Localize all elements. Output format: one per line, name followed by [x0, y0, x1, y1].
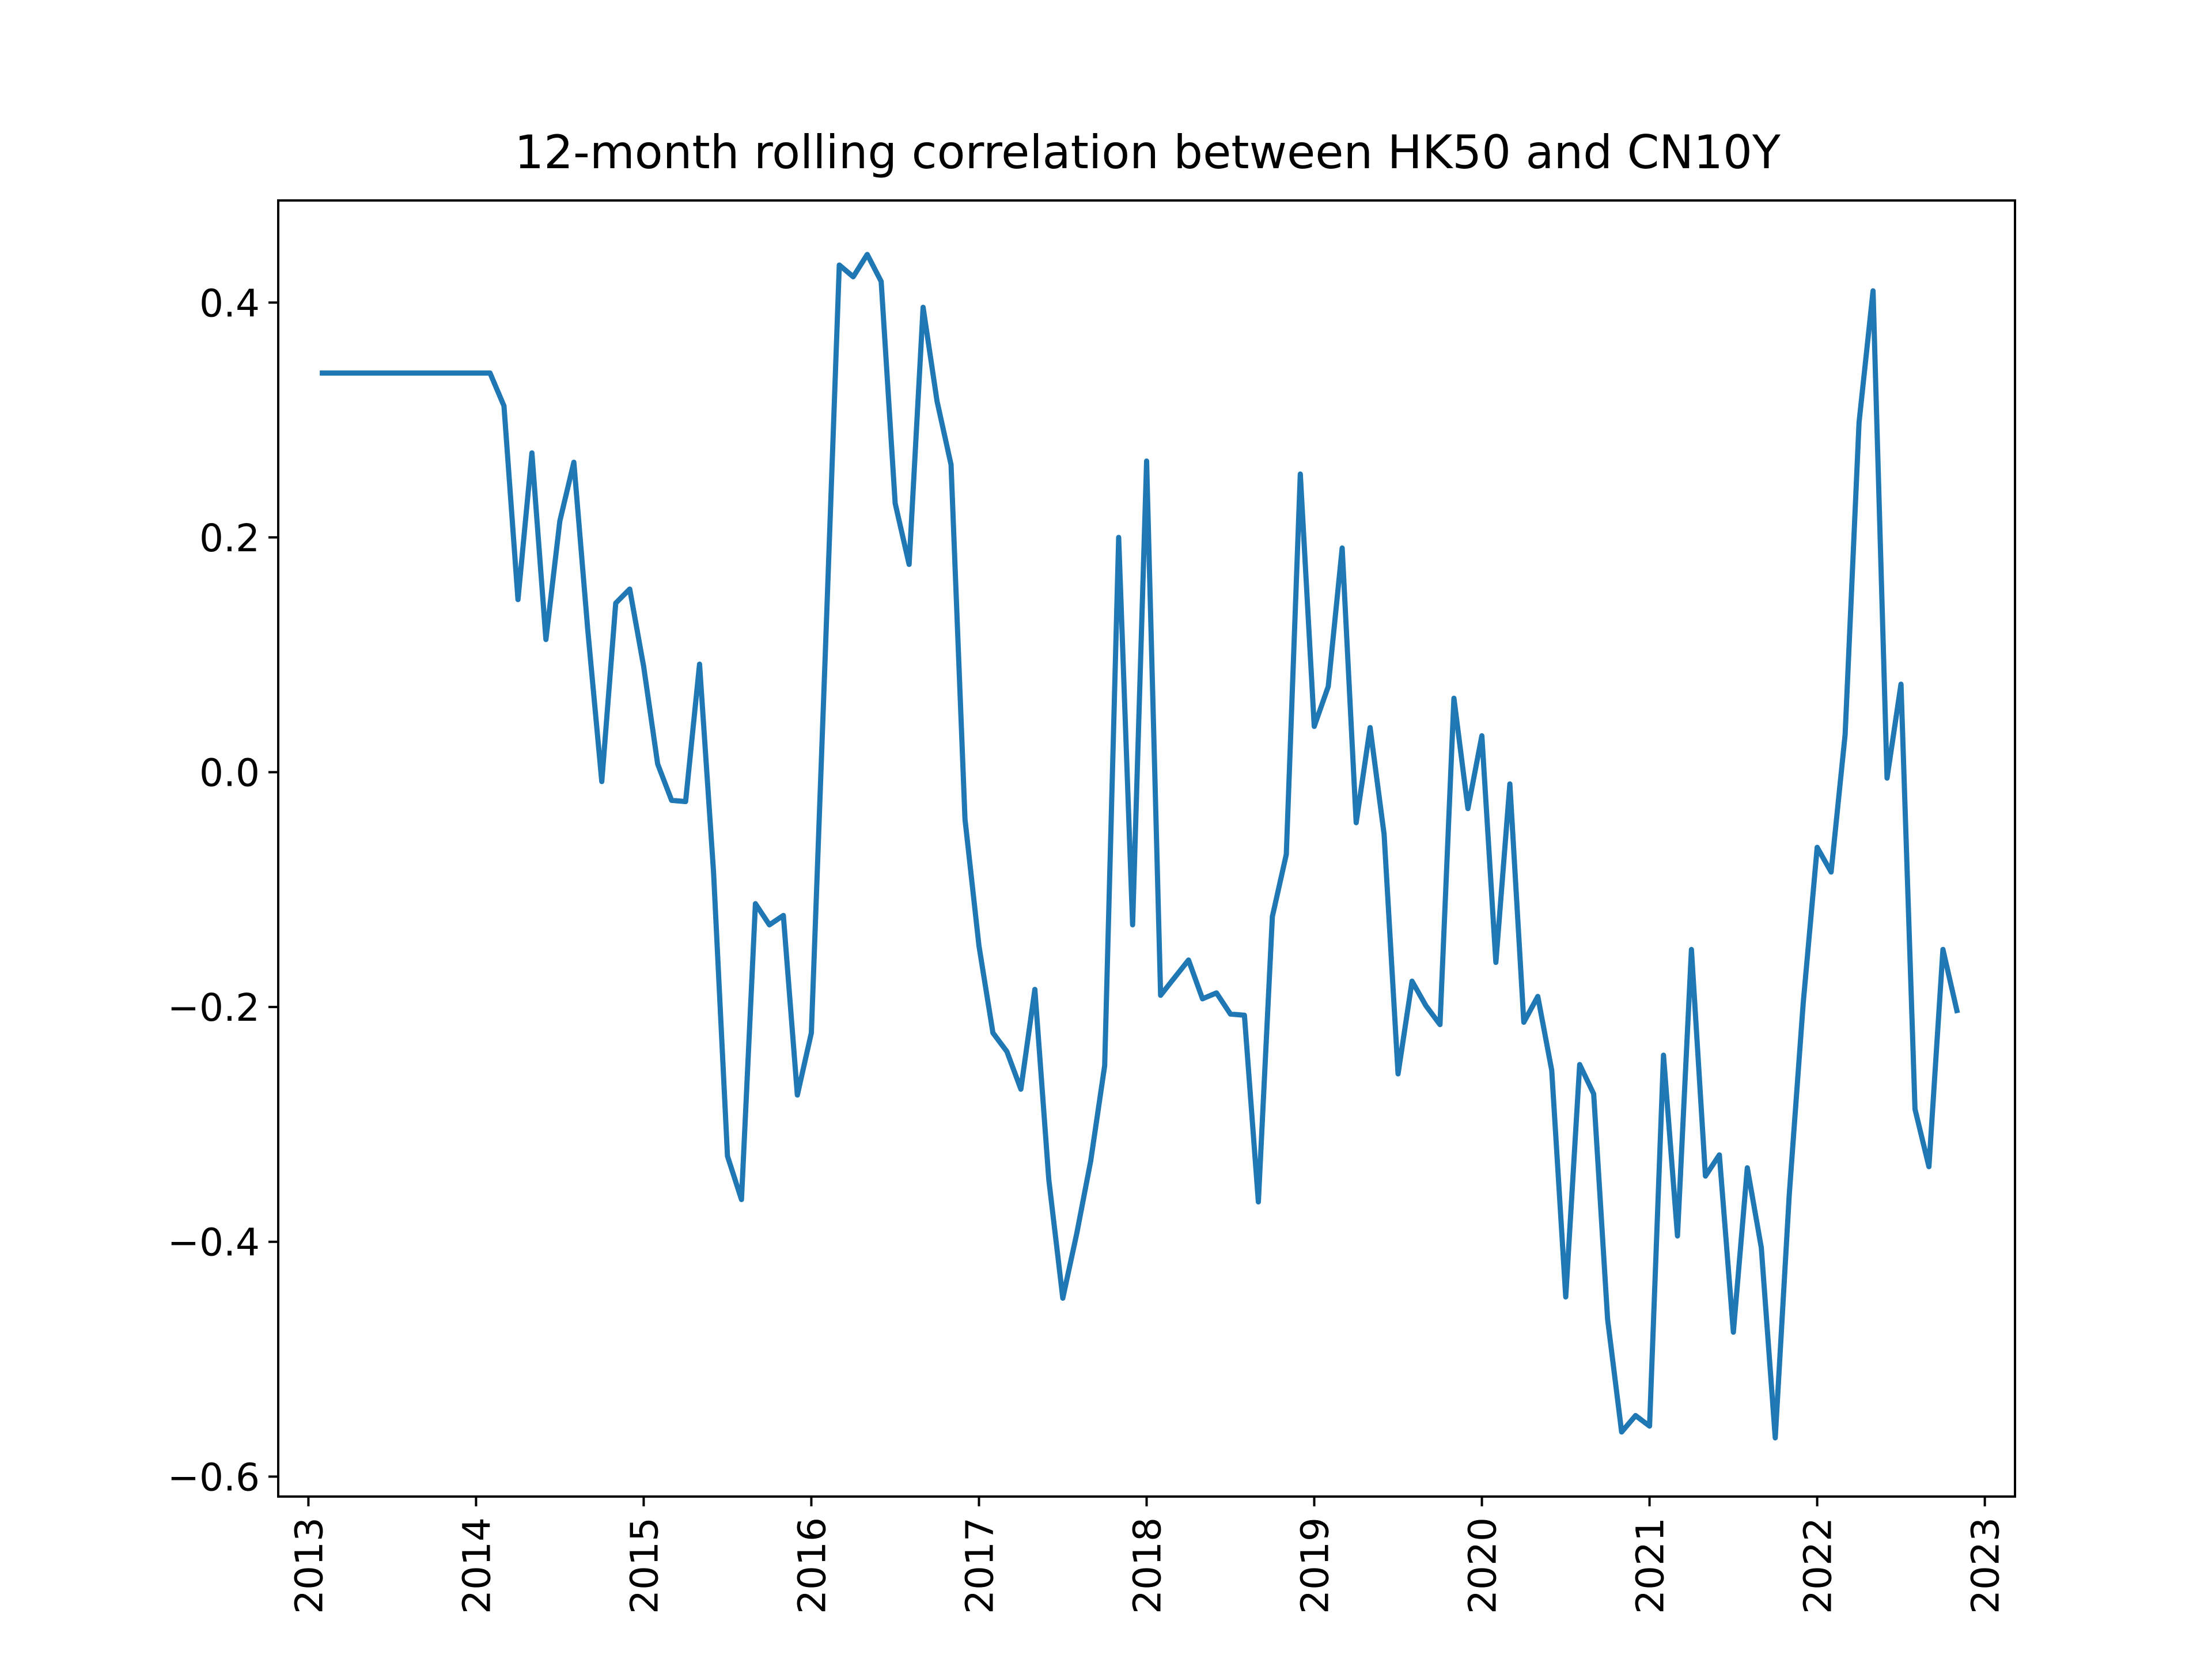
plot-area	[320, 252, 1960, 1441]
y-tick-label: 0.4	[199, 281, 260, 325]
axes-frame	[277, 199, 2016, 1498]
x-tick-label: 2022	[1796, 1517, 1840, 1614]
x-tick-label: 2020	[1461, 1517, 1505, 1614]
y-axis: 0.4 0.2 0.0 −0.2 −0.4 −0.6	[168, 281, 278, 1499]
y-tick-label: 0.2	[199, 516, 260, 560]
x-tick-label: 2016	[790, 1517, 834, 1614]
x-axis: 2013 2014 2015 2016 2017 2018 2019 2020 2021 2022…	[287, 1497, 2008, 1614]
x-tick-label: 2019	[1293, 1517, 1338, 1614]
series-line	[320, 252, 1960, 1441]
x-tick-label: 2023	[1964, 1517, 2008, 1614]
x-tick-label: 2021	[1628, 1517, 1673, 1614]
x-tick-label: 2013	[287, 1517, 331, 1614]
x-tick-label: 2015	[622, 1517, 666, 1614]
chart-title: 12-month rolling correlation between HK5…	[514, 126, 1781, 179]
y-tick-label: −0.4	[168, 1221, 260, 1265]
x-tick-label: 2017	[957, 1517, 1002, 1614]
y-tick-label: −0.2	[168, 986, 260, 1030]
x-tick-label: 2014	[454, 1517, 499, 1614]
y-tick-label: −0.6	[168, 1455, 260, 1499]
y-tick-label: 0.0	[199, 751, 260, 796]
x-tick-label: 2018	[1126, 1517, 1170, 1614]
